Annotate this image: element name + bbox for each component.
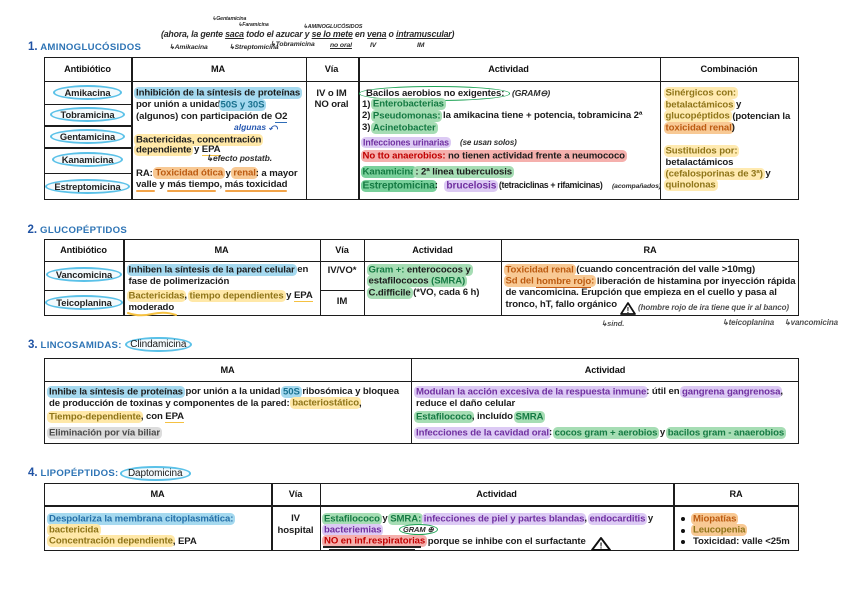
svg-text:!: ! [600,540,603,550]
svg-text:!: ! [627,306,630,315]
